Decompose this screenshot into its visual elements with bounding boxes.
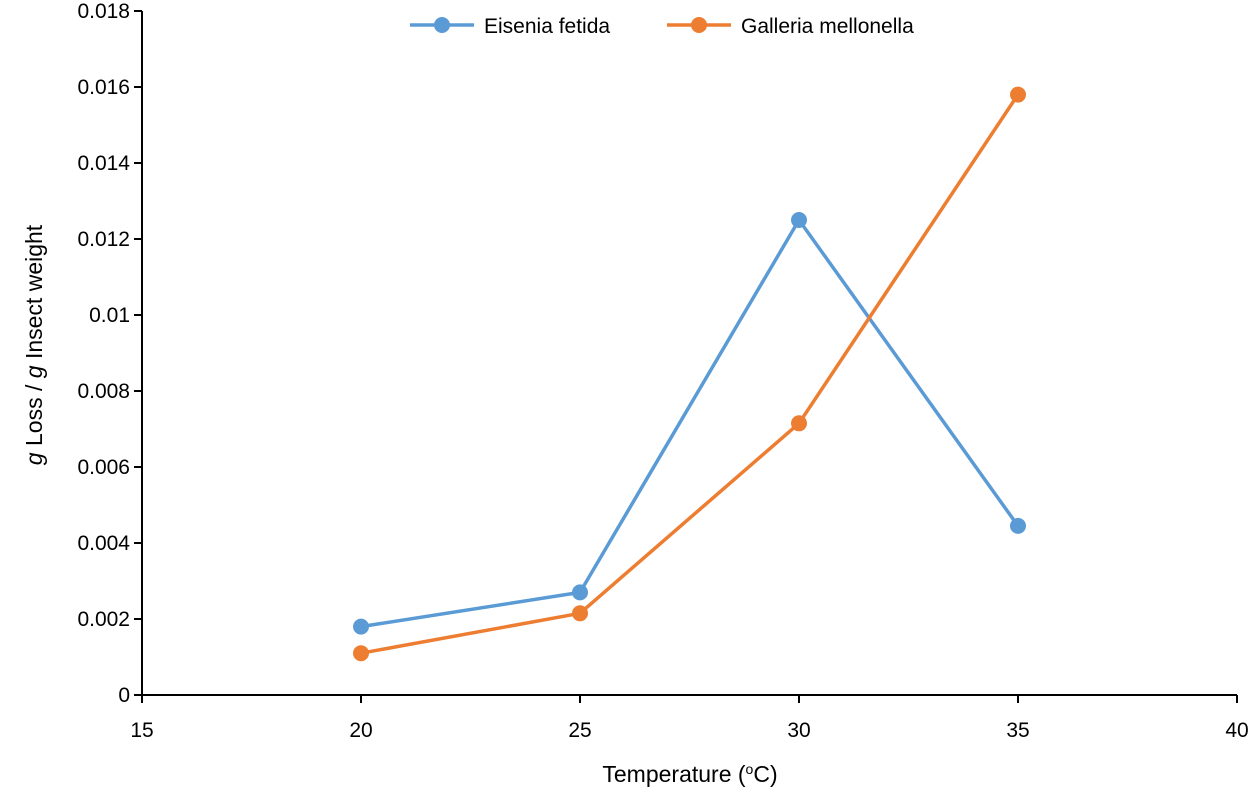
- y-tick-label: 0.014: [77, 152, 130, 175]
- legend: Eisenia fetida Galleria mellonella: [410, 15, 914, 38]
- data-point-galleria-mellonella: [353, 645, 369, 662]
- legend-label-galleria-mellonella: Galleria mellonella: [741, 15, 914, 38]
- data-point-eisenia-fetida: [791, 212, 807, 228]
- y-tick-label: 0.01: [89, 304, 130, 327]
- y-tick-label: 0: [118, 684, 130, 707]
- axes: 0 0.002 0.004 0.006 0.008 0.01 0.012 0.014 0.016…: [77, 0, 1248, 742]
- data-point-eisenia-fetida: [572, 584, 588, 601]
- legend-marker-eisenia-fetida: [434, 17, 450, 33]
- data-point-galleria-mellonella: [572, 605, 588, 622]
- legend-label-eisenia-fetida: Eisenia fetida: [484, 15, 610, 38]
- y-tick-label: 0.016: [77, 76, 130, 99]
- y-tick-label: 0.004: [77, 532, 130, 555]
- y-tick-label: 0.002: [77, 608, 130, 631]
- x-tick-label: 40: [1225, 719, 1248, 742]
- y-tick-label: 0.006: [77, 456, 130, 479]
- data-point-galleria-mellonella: [1010, 86, 1026, 103]
- x-axis-title: Temperature (oC): [602, 761, 777, 787]
- x-tick-label: 20: [349, 719, 372, 742]
- data-point-eisenia-fetida: [353, 618, 369, 635]
- x-tick-label: 25: [568, 719, 591, 742]
- data-point-galleria-mellonella: [791, 415, 807, 432]
- y-tick-label: 0.012: [77, 228, 130, 251]
- legend-marker-galleria-mellonella: [691, 17, 707, 33]
- x-tick-label: 30: [787, 719, 810, 742]
- series-line-eisenia-fetida: [360, 218, 1020, 629]
- x-tick-label: 35: [1006, 719, 1029, 742]
- y-tick-label: 0.018: [77, 0, 130, 23]
- series-line-galleria-mellonella: [360, 93, 1020, 655]
- y-tick-label: 0.008: [77, 380, 130, 403]
- x-tick-label: 15: [130, 719, 153, 742]
- series-layer: [353, 86, 1026, 662]
- y-axis-title: g Loss / g Insect weight: [21, 224, 47, 465]
- data-point-eisenia-fetida: [1010, 517, 1026, 534]
